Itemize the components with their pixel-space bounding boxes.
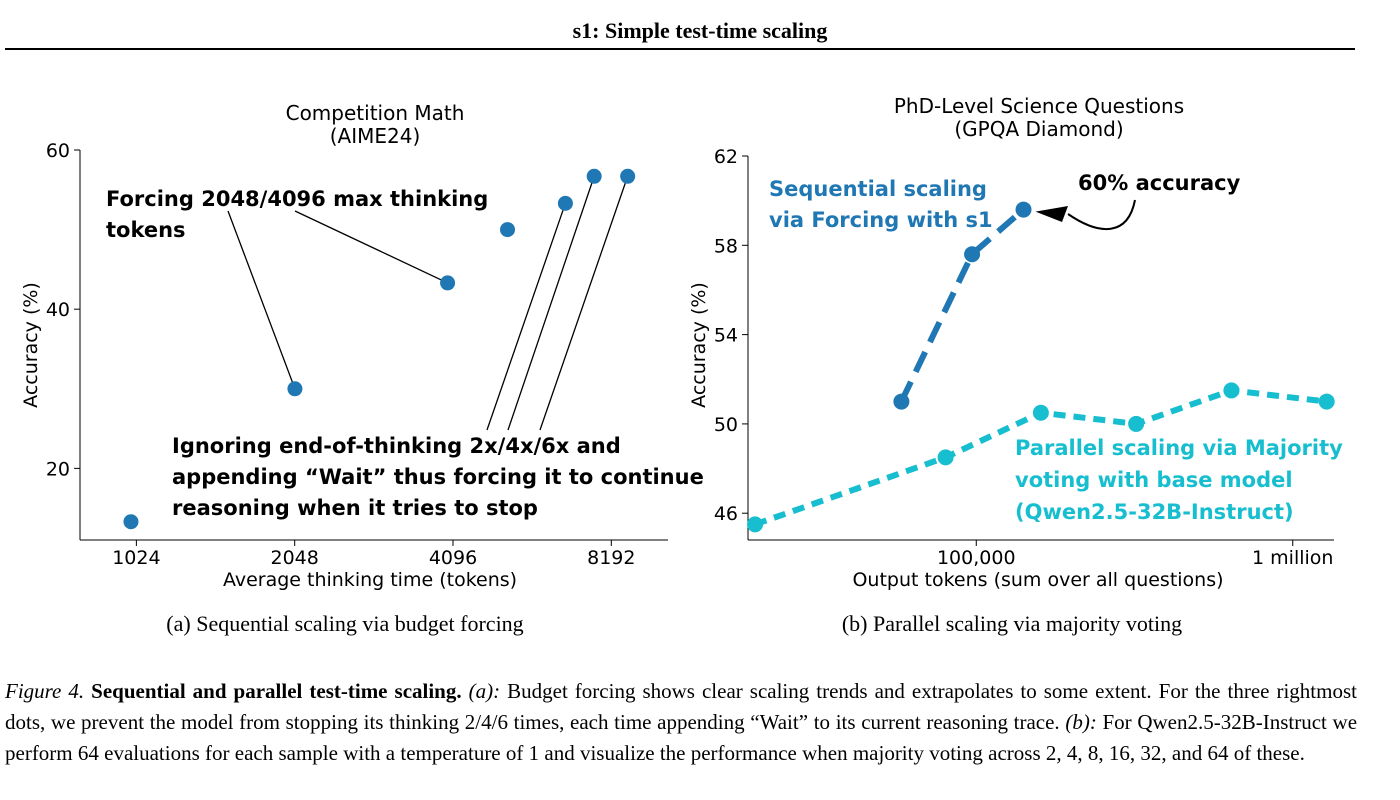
running-header: s1: Simple test-time scaling bbox=[572, 18, 828, 43]
chart-b-arrow-head bbox=[1035, 206, 1068, 222]
chart-a-callout-line bbox=[539, 176, 629, 431]
chart-a-y-tick-label: 40 bbox=[46, 299, 70, 321]
chart-a-point bbox=[287, 381, 303, 397]
chart-a-point bbox=[440, 275, 456, 291]
caption-a-text: Budget forcing shows clear scaling trend… bbox=[5, 679, 1357, 734]
chart-a: Competition Math(AIME24) 20 40 60 1024 2048 40… bbox=[20, 101, 704, 636]
chart-a-title: Competition Math bbox=[286, 101, 465, 125]
chart-b-y-label: Accuracy (%) bbox=[688, 282, 710, 408]
chart-b-annotation-sequential: Sequential scaling bbox=[769, 177, 987, 201]
chart-a-callout-line bbox=[486, 203, 567, 431]
caption-a-label: (a): bbox=[468, 679, 501, 703]
caption-label: Figure 4. bbox=[5, 679, 85, 703]
header-rule bbox=[5, 48, 1355, 50]
figure-4: Competition Math(AIME24) 20 40 60 1024 2048 40… bbox=[20, 94, 1343, 636]
chart-b-parallel-point bbox=[1128, 415, 1145, 432]
chart-a-x-tick-label: 2048 bbox=[271, 547, 319, 569]
chart-b-annotation-sequential: via Forcing with s1 bbox=[769, 208, 993, 232]
chart-a-point bbox=[620, 168, 636, 184]
chart-a-point bbox=[557, 195, 573, 211]
chart-a-x-tick-label: 1024 bbox=[112, 547, 160, 569]
caption-bold: Sequential and parallel test-time scalin… bbox=[91, 679, 462, 703]
chart-a-annotation-wait: Ignoring end-of-thinking 2x/4x/6x and bbox=[172, 434, 621, 458]
chart-b-parallel-point bbox=[747, 516, 764, 533]
chart-a-y-tick-label: 20 bbox=[46, 458, 70, 480]
chart-b-title: PhD-Level Science Questions bbox=[894, 94, 1184, 118]
chart-a-y-label: Accuracy (%) bbox=[20, 282, 42, 408]
chart-b-sequential-point bbox=[893, 393, 910, 410]
chart-b-annotation-60pct: 60% accuracy bbox=[1078, 171, 1241, 195]
chart-a-x-label: Average thinking time (tokens) bbox=[223, 569, 517, 591]
chart-b-x-label: Output tokens (sum over all questions) bbox=[852, 569, 1223, 591]
chart-b-sequential-point bbox=[964, 246, 981, 263]
chart-b-annotation-parallel: (Qwen2.5-32B-Instruct) bbox=[1015, 500, 1294, 524]
chart-a-annotation-forcing: Forcing 2048/4096 max thinking bbox=[106, 187, 488, 211]
chart-b-y-tick-label: 58 bbox=[714, 235, 738, 257]
chart-a-point bbox=[500, 222, 516, 238]
chart-a-annotation-forcing: tokens bbox=[106, 218, 186, 242]
chart-a-callout-line bbox=[507, 176, 595, 431]
chart-b-parallel-point bbox=[1032, 404, 1049, 421]
chart-b-annotation-parallel: Parallel scaling via Majority bbox=[1015, 436, 1343, 460]
chart-a-y-tick-label: 60 bbox=[46, 140, 70, 162]
chart-b-title: (GPQA Diamond) bbox=[954, 117, 1123, 141]
chart-b-x-tick-label: 1 million bbox=[1252, 547, 1333, 569]
caption-b-label: (b): bbox=[1065, 710, 1097, 734]
chart-a-callout-line bbox=[227, 210, 296, 390]
subcaption-b: (b) Parallel scaling via majority voting bbox=[842, 611, 1182, 636]
chart-b-y-tick-label: 62 bbox=[714, 146, 738, 168]
chart-a-callout-line bbox=[294, 210, 448, 284]
caption-b-text: For Qwen2.5-32B-Instruct we perform 64 e… bbox=[5, 710, 1358, 765]
chart-b: PhD-Level Science Questions(GPQA Diamond… bbox=[688, 94, 1343, 636]
chart-b-y-tick-label: 46 bbox=[714, 503, 738, 525]
chart-b-parallel-point bbox=[1318, 393, 1335, 410]
subcaption-a: (a) Sequential scaling via budget forcin… bbox=[166, 611, 523, 636]
chart-a-x-tick-label: 4096 bbox=[429, 547, 477, 569]
chart-b-parallel-point bbox=[1223, 382, 1240, 399]
chart-b-y-tick-label: 54 bbox=[714, 325, 738, 347]
chart-a-point bbox=[586, 168, 602, 184]
chart-a-annotation-wait: appending “Wait” thus forcing it to cont… bbox=[172, 465, 704, 489]
chart-b-x-tick-label: 100,000 bbox=[937, 547, 1016, 569]
chart-b-sequential-line bbox=[898, 207, 1026, 403]
chart-b-sequential-point bbox=[1015, 201, 1032, 218]
chart-a-point bbox=[123, 514, 139, 530]
chart-a-x-tick-label: 8192 bbox=[587, 547, 635, 569]
chart-b-arrow-curve bbox=[1067, 199, 1136, 231]
chart-b-annotation-parallel: voting with base model bbox=[1015, 468, 1293, 492]
chart-a-annotation-wait: reasoning when it tries to stop bbox=[172, 496, 538, 520]
chart-b-parallel-point bbox=[937, 449, 954, 466]
chart-a-title: (AIME24) bbox=[330, 124, 421, 148]
chart-b-y-tick-label: 50 bbox=[714, 414, 738, 436]
figure-caption: Figure 4. Sequential and parallel test-t… bbox=[5, 676, 1357, 769]
chart-b-parallel-line bbox=[754, 387, 1328, 528]
